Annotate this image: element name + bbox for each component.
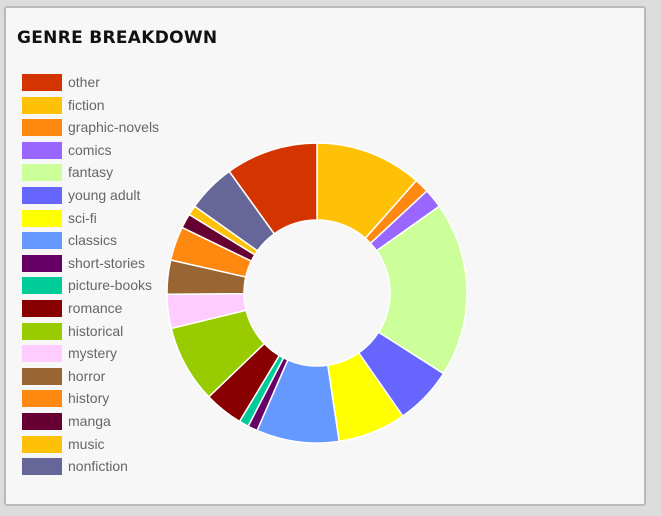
legend-label: manga <box>68 412 111 429</box>
legend-label: comics <box>68 141 112 158</box>
legend-swatch <box>22 141 62 159</box>
legend-swatch <box>22 254 62 272</box>
legend-swatch <box>22 435 62 453</box>
legend-swatch <box>22 367 62 385</box>
legend-swatch <box>22 96 62 114</box>
legend-swatch <box>22 209 62 227</box>
legend-label: classics <box>68 232 118 249</box>
legend-swatch <box>22 232 62 250</box>
legend-swatch <box>22 458 62 476</box>
legend-swatch <box>22 119 62 137</box>
legend-label: picture-books <box>68 277 153 294</box>
legend-label: other <box>68 74 100 90</box>
donut-chart <box>166 142 468 444</box>
legend-label: mystery <box>68 345 117 362</box>
legend-label: history <box>68 390 110 407</box>
legend-label: historical <box>68 322 124 339</box>
legend-swatch <box>22 322 62 340</box>
chart-title: GENRE BREAKDOWN <box>17 28 218 48</box>
legend-swatch <box>22 164 62 182</box>
legend-label: graphic-novels <box>68 119 160 136</box>
legend-label: romance <box>68 299 123 316</box>
legend-label: short-stories <box>68 254 146 271</box>
legend-label: young adult <box>68 186 141 203</box>
legend-label: fantasy <box>68 164 114 181</box>
legend-swatch <box>22 186 62 204</box>
legend-swatch <box>22 345 62 363</box>
donut-slice-other[interactable] <box>228 142 318 235</box>
genre-breakdown-card: GENRE BREAKDOWN other fiction graphic-no… <box>4 6 646 506</box>
legend-swatch <box>22 299 62 317</box>
legend-label: horror <box>68 367 106 384</box>
legend-swatch <box>22 74 62 91</box>
legend-label: fiction <box>68 96 105 113</box>
legend-label: nonfiction <box>68 458 128 475</box>
legend-label: sci-fi <box>68 209 97 226</box>
legend-swatch <box>22 277 62 295</box>
legend-swatch <box>22 412 62 430</box>
legend-label: music <box>68 435 105 452</box>
legend-swatch <box>22 390 62 408</box>
donut-slice-fantasy[interactable] <box>375 205 468 375</box>
